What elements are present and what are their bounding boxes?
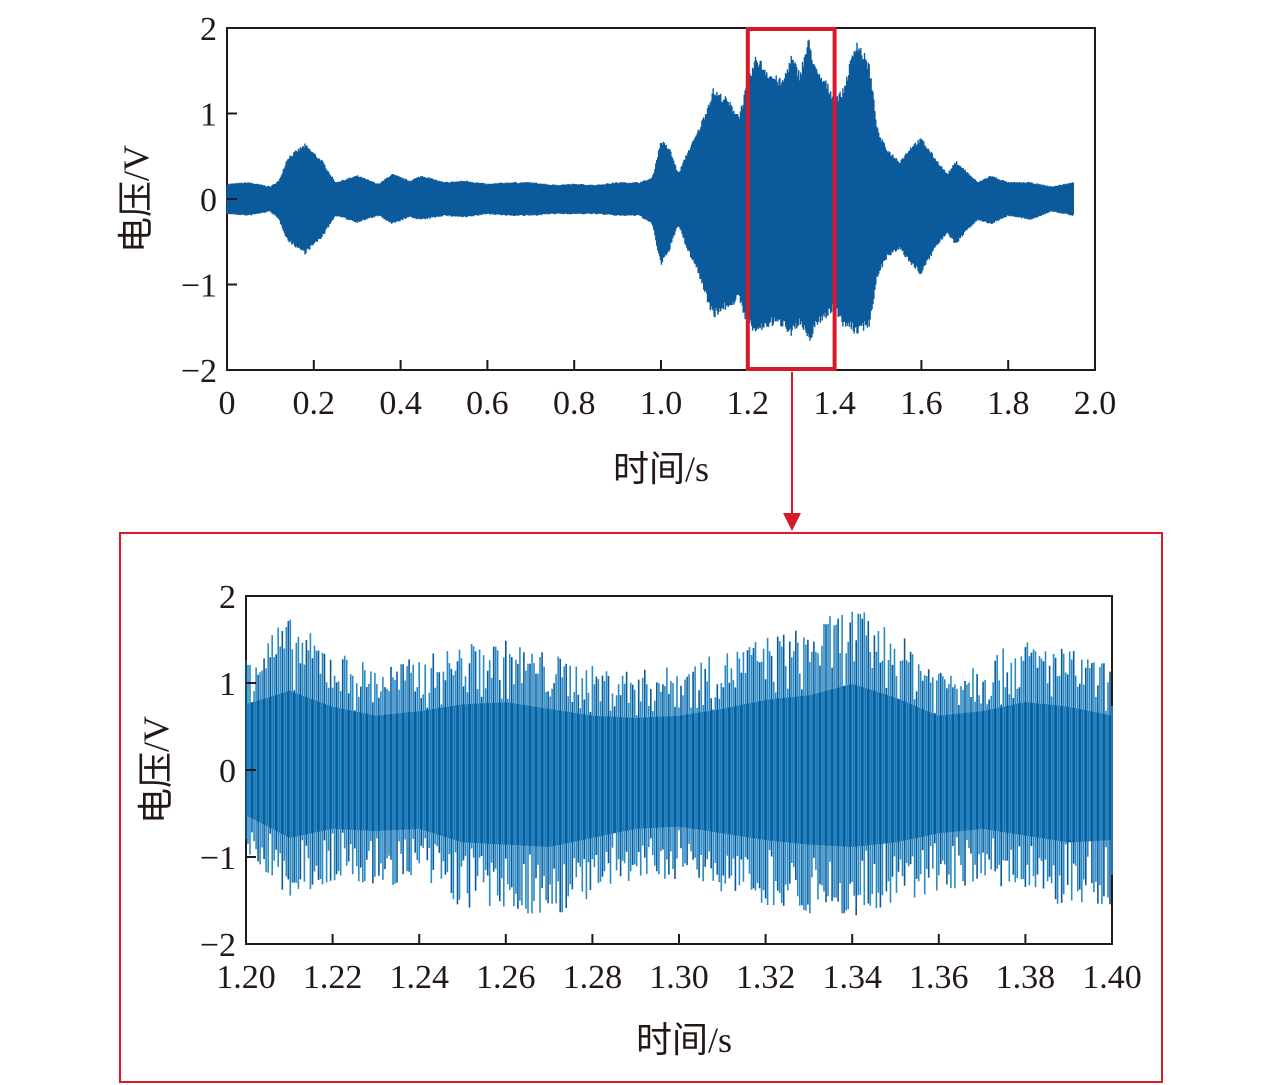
x-tick-label: 1.20 bbox=[216, 959, 276, 996]
x-tick-label: 1.30 bbox=[649, 959, 709, 996]
x-tick-label: 1.6 bbox=[900, 385, 943, 422]
x-tick-label: 1.26 bbox=[476, 959, 536, 996]
x-tick-label: 1.0 bbox=[640, 385, 683, 422]
overview-signal-fill bbox=[227, 58, 1074, 324]
x-tick-label: 0.6 bbox=[466, 385, 509, 422]
highlight-box bbox=[745, 27, 837, 371]
x-tick-label: 1.36 bbox=[909, 959, 969, 996]
x-tick-label: 1.34 bbox=[822, 959, 882, 996]
y-tick-label: 1 bbox=[219, 666, 236, 703]
zoom-signal-spikes bbox=[247, 611, 1113, 914]
x-tick-label: 1.2 bbox=[727, 385, 770, 422]
x-tick-label: 0.8 bbox=[553, 385, 596, 422]
zoom-signal bbox=[245, 611, 1113, 916]
x-tick-label: 1.8 bbox=[987, 385, 1030, 422]
overview-signal bbox=[226, 39, 1074, 341]
x-tick-label: 1.38 bbox=[996, 959, 1056, 996]
x-tick-label: 1.32 bbox=[736, 959, 796, 996]
y-tick-label: 2 bbox=[200, 11, 217, 48]
zoom-connector bbox=[783, 372, 801, 531]
zoom-y-axis-title: 电压/V bbox=[136, 716, 176, 824]
y-tick-label: 0 bbox=[200, 182, 217, 219]
zoom-x-axis-title: 时间/s bbox=[636, 1020, 732, 1060]
zoom-chart: 1.20 1.22 1.24 1.26 1.28 1.30 1.32 1.34 1.36 1.38… bbox=[136, 579, 1142, 1060]
y-tick-label: 2 bbox=[219, 579, 236, 616]
zoom-ticks: 1.20 1.22 1.24 1.26 1.28 1.30 1.32 1.34 1.36 1.38… bbox=[200, 579, 1142, 996]
zoom-signal-spikes-dark bbox=[245, 618, 1111, 916]
connector-arrowhead bbox=[783, 513, 801, 531]
overview-chart: 0 0.2 0.4 0.6 0.8 1.0 1.2 1.4 1.6 1.8 2.0 2 1 0 −1 −2 时… bbox=[116, 11, 1116, 489]
overview-y-axis-title: 电压/V bbox=[116, 145, 156, 253]
x-tick-label: 1.4 bbox=[813, 385, 856, 422]
y-tick-label: −1 bbox=[200, 840, 236, 877]
x-tick-label: 1.24 bbox=[389, 959, 449, 996]
y-tick-label: 0 bbox=[219, 753, 236, 790]
y-tick-label: −1 bbox=[181, 268, 217, 305]
overview-ticks: 0 0.2 0.4 0.6 0.8 1.0 1.2 1.4 1.6 1.8 2.0 2 1 0 −1 −2 bbox=[181, 11, 1116, 422]
y-tick-label: −2 bbox=[181, 353, 217, 390]
x-tick-label: 1.22 bbox=[303, 959, 363, 996]
x-tick-label: 1.40 bbox=[1082, 959, 1142, 996]
x-tick-label: 2.0 bbox=[1074, 385, 1117, 422]
zoom-panel-frame bbox=[119, 532, 1163, 1083]
x-tick-label: 0 bbox=[219, 385, 236, 422]
y-tick-label: 1 bbox=[200, 97, 217, 134]
x-tick-label: 0.2 bbox=[293, 385, 336, 422]
overview-x-axis-title: 时间/s bbox=[613, 449, 709, 489]
x-tick-label: 1.28 bbox=[563, 959, 623, 996]
y-tick-label: −2 bbox=[200, 927, 236, 964]
x-tick-label: 0.4 bbox=[379, 385, 422, 422]
